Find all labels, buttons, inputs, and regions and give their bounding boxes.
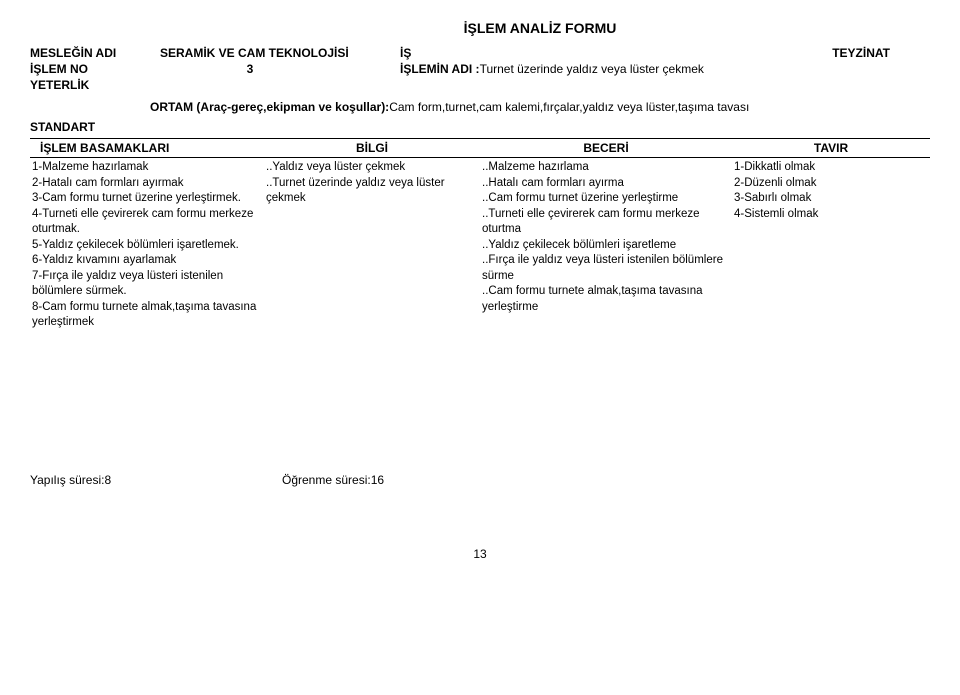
col-tavir: TAVIR: [732, 139, 930, 158]
cell-tavir: 1-Dikkatli olmak 2-Düzenli olmak 3-Sabır…: [732, 158, 930, 333]
col-beceri: BECERİ: [480, 139, 732, 158]
islemin-adi-value: Turnet üzerinde yaldız veya lüster çekme…: [480, 62, 704, 76]
ortam-row: ORTAM (Araç-gereç,ekipman ve koşullar):C…: [30, 100, 930, 114]
ortam-text: Cam form,turnet,cam kalemi,fırçalar,yald…: [389, 100, 749, 114]
standart-label: STANDART: [30, 120, 930, 134]
page-number: 13: [30, 547, 930, 561]
islem-no-label: İŞLEM NO: [30, 62, 160, 76]
cell-bilgi: ..Yaldız veya lüster çekmek ..Turnet üze…: [264, 158, 480, 333]
islemin-adi-cell: İŞLEMİN ADI :Turnet üzerinde yaldız veya…: [400, 62, 930, 76]
table-body-row: 1-Malzeme hazırlamak 2-Hatalı cam formla…: [30, 158, 930, 333]
is-value: TEYZİNAT: [490, 46, 930, 60]
table-header-row: İŞLEM BASAMAKLARI BİLGİ BECERİ TAVIR: [30, 139, 930, 158]
form-title: İŞLEM ANALİZ FORMU: [150, 20, 930, 36]
ortam-label: ORTAM (Araç-gereç,ekipman ve koşullar):: [150, 100, 389, 114]
is-label: İŞ: [400, 46, 490, 60]
yeterlik-label: YETERLİK: [30, 78, 160, 92]
meslegin-adi-label: MESLEĞİN ADI: [30, 46, 160, 60]
cell-basamaklar: 1-Malzeme hazırlamak 2-Hatalı cam formla…: [30, 158, 264, 333]
main-table: İŞLEM BASAMAKLARI BİLGİ BECERİ TAVIR 1-M…: [30, 138, 930, 333]
col-basamaklar: İŞLEM BASAMAKLARI: [30, 139, 264, 158]
ogrenme-suresi: Öğrenme süresi:16: [282, 473, 930, 487]
col-bilgi: BİLGİ: [264, 139, 480, 158]
islemin-adi-label: İŞLEMİN ADI :: [400, 62, 480, 76]
footer-row: Yapılış süresi:8 Öğrenme süresi:16: [30, 473, 930, 487]
meslegin-adi-value: SERAMİK VE CAM TEKNOLOJİSİ: [160, 46, 400, 60]
yapilis-suresi: Yapılış süresi:8: [30, 473, 282, 487]
header-grid: MESLEĞİN ADI SERAMİK VE CAM TEKNOLOJİSİ …: [30, 46, 930, 92]
cell-beceri: ..Malzeme hazırlama ..Hatalı cam formlar…: [480, 158, 732, 333]
islem-no-value: 3: [160, 62, 400, 76]
